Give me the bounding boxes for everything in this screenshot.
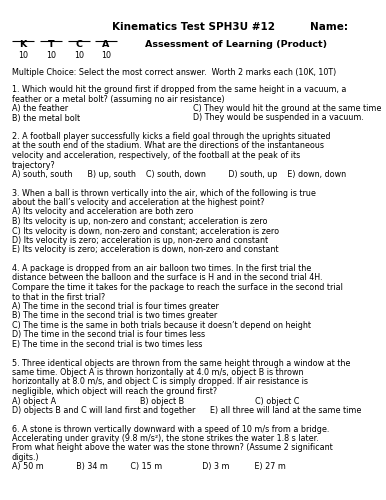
Text: A) Its velocity and acceleration are both zero: A) Its velocity and acceleration are bot…	[12, 208, 193, 216]
Text: about the ball’s velocity and acceleration at the highest point?: about the ball’s velocity and accelerati…	[12, 198, 264, 207]
Text: E) all three will land at the same time: E) all three will land at the same time	[210, 406, 361, 415]
Text: feather or a metal bolt? (assuming no air resistance): feather or a metal bolt? (assuming no ai…	[12, 94, 225, 104]
Text: negligible, which object will reach the ground first?: negligible, which object will reach the …	[12, 387, 217, 396]
Text: at the south end of the stadium. What are the directions of the instantaneous: at the south end of the stadium. What ar…	[12, 142, 324, 150]
Text: Kinematics Test SPH3U #12: Kinematics Test SPH3U #12	[112, 22, 274, 32]
Text: A: A	[102, 40, 110, 49]
Text: Name:: Name:	[310, 22, 348, 32]
Text: Accelerating under gravity (9.8 m/s²), the stone strikes the water 1.8 s later.: Accelerating under gravity (9.8 m/s²), t…	[12, 434, 319, 443]
Text: E) Its velocity is zero; acceleration is down, non-zero and constant: E) Its velocity is zero; acceleration is…	[12, 246, 279, 254]
Text: to that in the first trial?: to that in the first trial?	[12, 292, 105, 302]
Text: D) The time in the second trial is four times less: D) The time in the second trial is four …	[12, 330, 205, 340]
Text: trajectory?: trajectory?	[12, 160, 56, 170]
Text: B) the metal bolt: B) the metal bolt	[12, 114, 80, 122]
Text: From what height above the water was the stone thrown? (Assume 2 significant: From what height above the water was the…	[12, 444, 333, 452]
Text: K: K	[19, 40, 27, 49]
Text: D) Its velocity is zero; acceleration is up, non-zero and constant: D) Its velocity is zero; acceleration is…	[12, 236, 268, 245]
Text: C) The time is the same in both trials because it doesn’t depend on height: C) The time is the same in both trials b…	[12, 321, 311, 330]
Text: 3. When a ball is thrown vertically into the air, which of the following is true: 3. When a ball is thrown vertically into…	[12, 188, 316, 198]
Text: Multiple Choice: Select the most correct answer.  Worth 2 marks each (10K, 10T): Multiple Choice: Select the most correct…	[12, 68, 336, 77]
Text: velocity and acceleration, respectively, of the football at the peak of its: velocity and acceleration, respectively,…	[12, 151, 300, 160]
Text: horizontally at 8.0 m/s, and object C is simply dropped. If air resistance is: horizontally at 8.0 m/s, and object C is…	[12, 378, 308, 386]
Text: A) the feather: A) the feather	[12, 104, 68, 113]
Text: C) object C: C) object C	[255, 396, 300, 406]
Text: C) They would hit the ground at the same time: C) They would hit the ground at the same…	[193, 104, 381, 113]
Text: D) They would be suspended in a vacuum.: D) They would be suspended in a vacuum.	[193, 114, 364, 122]
Text: C: C	[76, 40, 83, 49]
Text: distance between the balloon and the surface is H and in the second trial 4H.: distance between the balloon and the sur…	[12, 274, 322, 282]
Text: B) The time in the second trial is two times greater: B) The time in the second trial is two t…	[12, 312, 217, 320]
Text: 4. A package is dropped from an air balloon two times. In the first trial the: 4. A package is dropped from an air ball…	[12, 264, 311, 273]
Text: C) Its velocity is down, non-zero and constant; acceleration is zero: C) Its velocity is down, non-zero and co…	[12, 226, 279, 235]
Text: 5. Three identical objects are thrown from the same height through a window at t: 5. Three identical objects are thrown fr…	[12, 358, 350, 368]
Text: 10: 10	[18, 51, 28, 60]
Text: 6. A stone is thrown vertically downward with a speed of 10 m/s from a bridge.: 6. A stone is thrown vertically downward…	[12, 424, 329, 434]
Text: D) objects B and C will land first and together: D) objects B and C will land first and t…	[12, 406, 195, 415]
Text: 10: 10	[46, 51, 56, 60]
Text: A) The time in the second trial is four times greater: A) The time in the second trial is four …	[12, 302, 219, 311]
Text: 1. Which would hit the ground first if dropped from the same height in a vacuum,: 1. Which would hit the ground first if d…	[12, 85, 346, 94]
Text: 10: 10	[74, 51, 84, 60]
Text: Assessment of Learning (Product): Assessment of Learning (Product)	[145, 40, 327, 49]
Text: A) south, south      B) up, south    C) south, down         D) south, up    E) d: A) south, south B) up, south C) south, d…	[12, 170, 346, 179]
Text: A) object A: A) object A	[12, 396, 56, 406]
Text: 10: 10	[101, 51, 111, 60]
Text: Compare the time it takes for the package to reach the surface in the second tri: Compare the time it takes for the packag…	[12, 283, 343, 292]
Text: same time. Object A is thrown horizontally at 4.0 m/s, object B is thrown: same time. Object A is thrown horizontal…	[12, 368, 303, 377]
Text: E) The time in the second trial is two times less: E) The time in the second trial is two t…	[12, 340, 202, 349]
Text: A) 50 m             B) 34 m         C) 15 m                D) 3 m          E) 27: A) 50 m B) 34 m C) 15 m D) 3 m E) 27	[12, 462, 286, 471]
Text: digits.): digits.)	[12, 453, 40, 462]
Text: B) Its velocity is up, non-zero and constant; acceleration is zero: B) Its velocity is up, non-zero and cons…	[12, 217, 267, 226]
Text: T: T	[48, 40, 54, 49]
Text: 2. A football player successfully kicks a field goal through the uprights situat: 2. A football player successfully kicks …	[12, 132, 330, 141]
Text: B) object B: B) object B	[140, 396, 184, 406]
